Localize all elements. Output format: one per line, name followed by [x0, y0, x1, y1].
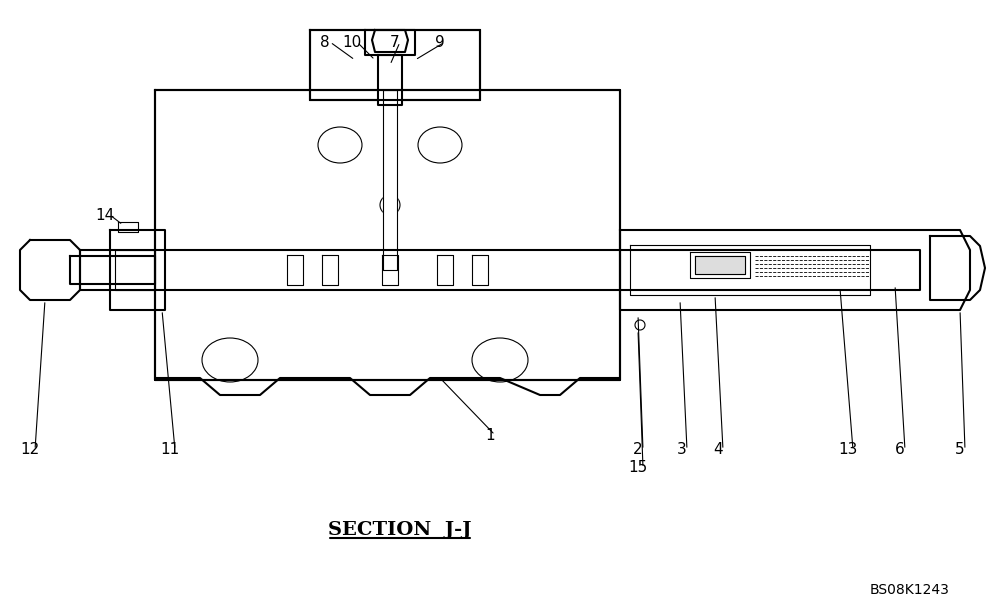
Polygon shape [472, 255, 488, 285]
Polygon shape [437, 255, 453, 285]
Text: 13: 13 [838, 442, 858, 458]
Polygon shape [118, 222, 138, 232]
Polygon shape [322, 255, 338, 285]
Text: 9: 9 [435, 34, 445, 50]
Text: 12: 12 [20, 442, 40, 458]
Polygon shape [110, 230, 165, 310]
Polygon shape [382, 255, 398, 285]
Text: 1: 1 [485, 428, 495, 442]
Text: 3: 3 [677, 442, 687, 458]
Polygon shape [365, 30, 415, 55]
Text: 15: 15 [628, 460, 648, 476]
Text: 7: 7 [390, 34, 400, 50]
Polygon shape [690, 252, 750, 278]
Polygon shape [115, 250, 155, 290]
Text: SECTION  J-J: SECTION J-J [328, 521, 472, 539]
Polygon shape [287, 255, 303, 285]
Polygon shape [383, 90, 397, 270]
Polygon shape [80, 250, 920, 290]
Polygon shape [930, 236, 985, 300]
Polygon shape [20, 240, 80, 300]
Text: BS08K1243: BS08K1243 [870, 583, 950, 597]
Text: 5: 5 [955, 442, 965, 458]
Polygon shape [620, 230, 970, 310]
Polygon shape [310, 30, 480, 100]
Text: 2: 2 [633, 442, 643, 458]
Polygon shape [378, 55, 402, 105]
Text: 6: 6 [895, 442, 905, 458]
Polygon shape [155, 90, 620, 380]
Polygon shape [70, 256, 155, 284]
Text: 14: 14 [95, 207, 115, 223]
Bar [310, 30, 480, 100]
Polygon shape [630, 245, 870, 295]
Polygon shape [695, 256, 745, 274]
Text: 8: 8 [320, 34, 330, 50]
Text: 10: 10 [342, 34, 362, 50]
Text: 11: 11 [160, 442, 180, 458]
Polygon shape [372, 30, 408, 52]
Text: 4: 4 [713, 442, 723, 458]
